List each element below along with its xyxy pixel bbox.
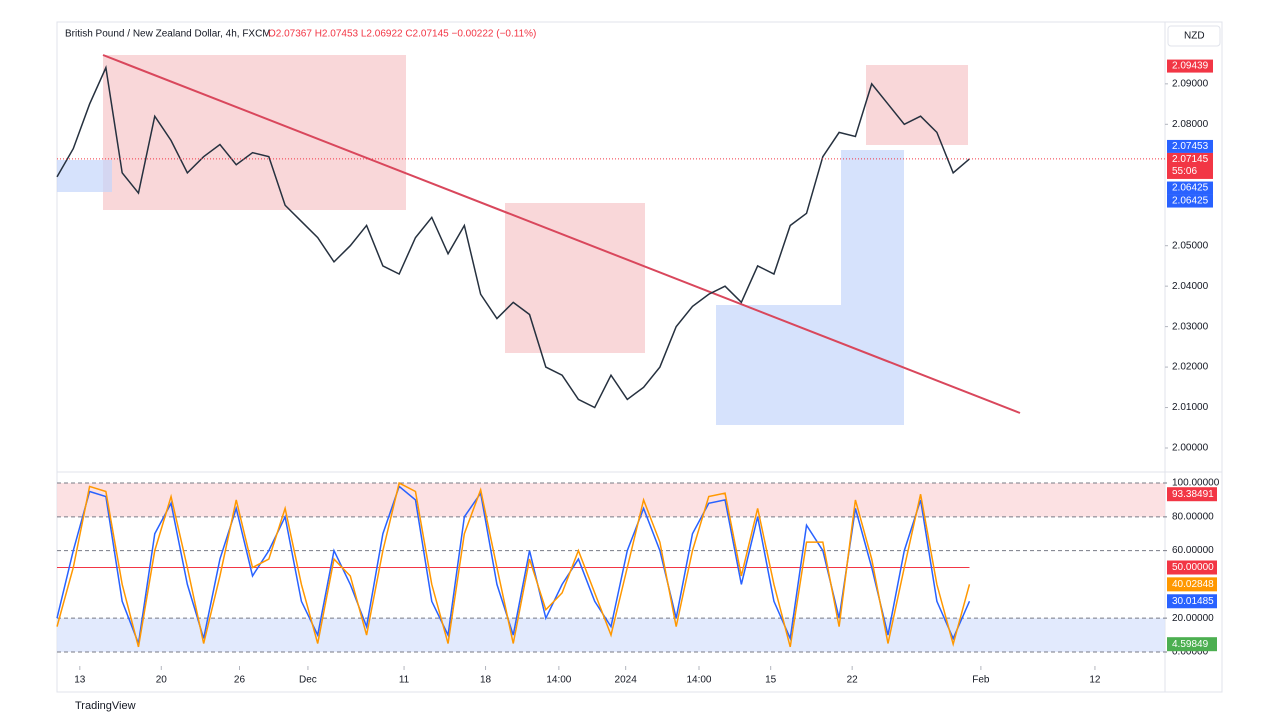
price-label: 2.07145: [1172, 154, 1209, 165]
y-tick-label: 2.09000: [1172, 78, 1209, 89]
price-label: 2.06425: [1172, 196, 1209, 207]
supply-zone: [866, 65, 968, 145]
x-tick-label: 11: [399, 675, 410, 686]
x-tick-label: 26: [234, 675, 246, 686]
supply-zone: [505, 203, 645, 353]
price-label: 2.09439: [1172, 61, 1209, 72]
currency-button[interactable]: [1167, 25, 1221, 47]
x-tick-label: 14:00: [546, 675, 571, 686]
y-tick-label: 2.00000: [1172, 443, 1209, 454]
value-label: 4.59849: [1172, 639, 1209, 650]
x-tick-label: 13: [74, 675, 86, 686]
y-tick-label: 2.02000: [1172, 362, 1209, 373]
overbought-band: [57, 483, 1165, 517]
price-label-box: [1167, 139, 1213, 153]
y-tick-label: 0.00000: [1172, 647, 1209, 658]
series-line: [56, 481, 971, 648]
y-tick-label: 20.00000: [1172, 613, 1214, 624]
value-label-box: [1167, 594, 1217, 609]
trend-line: [102, 54, 1021, 414]
price-label: 2.06425: [1172, 183, 1209, 194]
x-tick-label: Dec: [299, 675, 317, 686]
frame: [56, 21, 1223, 693]
x-tick-label: 15: [765, 675, 777, 686]
value-label: 93.38491: [1172, 489, 1214, 500]
y-tick-label: 2.04000: [1172, 281, 1209, 292]
price-label-box: [1167, 194, 1213, 208]
price-label-box: [1167, 59, 1213, 73]
y-tick-label: 60.00000: [1172, 545, 1214, 556]
y-tick-label: 2.01000: [1172, 402, 1209, 413]
x-tick-label: 22: [847, 675, 859, 686]
x-tick-label: Feb: [972, 675, 990, 686]
currency-label[interactable]: NZD: [1184, 31, 1205, 42]
footer-logo: TradingView: [75, 700, 136, 712]
supply-zone: [103, 55, 406, 210]
value-label-box: [1167, 560, 1217, 575]
x-tick-label: 12: [1089, 675, 1101, 686]
x-tick-label: 2024: [615, 675, 638, 686]
demand-zone: [716, 305, 841, 425]
demand-zone: [57, 160, 112, 192]
value-label-box: [1167, 637, 1217, 652]
value-label: 50.00000: [1172, 562, 1214, 573]
x-tick-label: 14:00: [686, 675, 711, 686]
symbol-title: British Pound / New Zealand Dollar, 4h, …: [65, 29, 271, 40]
value-label-box: [1167, 487, 1217, 502]
x-tick-label: 18: [480, 675, 492, 686]
y-tick-label: 2.08000: [1172, 119, 1209, 130]
x-tick-label: 20: [156, 675, 168, 686]
value-label: 40.02848: [1172, 579, 1214, 590]
y-tick-label: 100.00000: [1172, 478, 1220, 489]
value-label: 30.01485: [1172, 596, 1214, 607]
price-label-box: [1167, 181, 1213, 195]
price-label: 2.07453: [1172, 141, 1209, 152]
y-tick-label: 80.00000: [1172, 511, 1214, 522]
countdown: 55:06: [1172, 166, 1197, 177]
series-line: [56, 65, 970, 409]
ohlc-text: O2.07367 H2.07453 L2.06922 C2.07145 −0.0…: [268, 29, 536, 40]
price-label-box: [1167, 152, 1213, 179]
demand-zone: [841, 150, 904, 425]
y-tick-label: 2.03000: [1172, 321, 1209, 332]
value-label-box: [1167, 577, 1217, 592]
y-tick-label: 2.05000: [1172, 240, 1209, 251]
